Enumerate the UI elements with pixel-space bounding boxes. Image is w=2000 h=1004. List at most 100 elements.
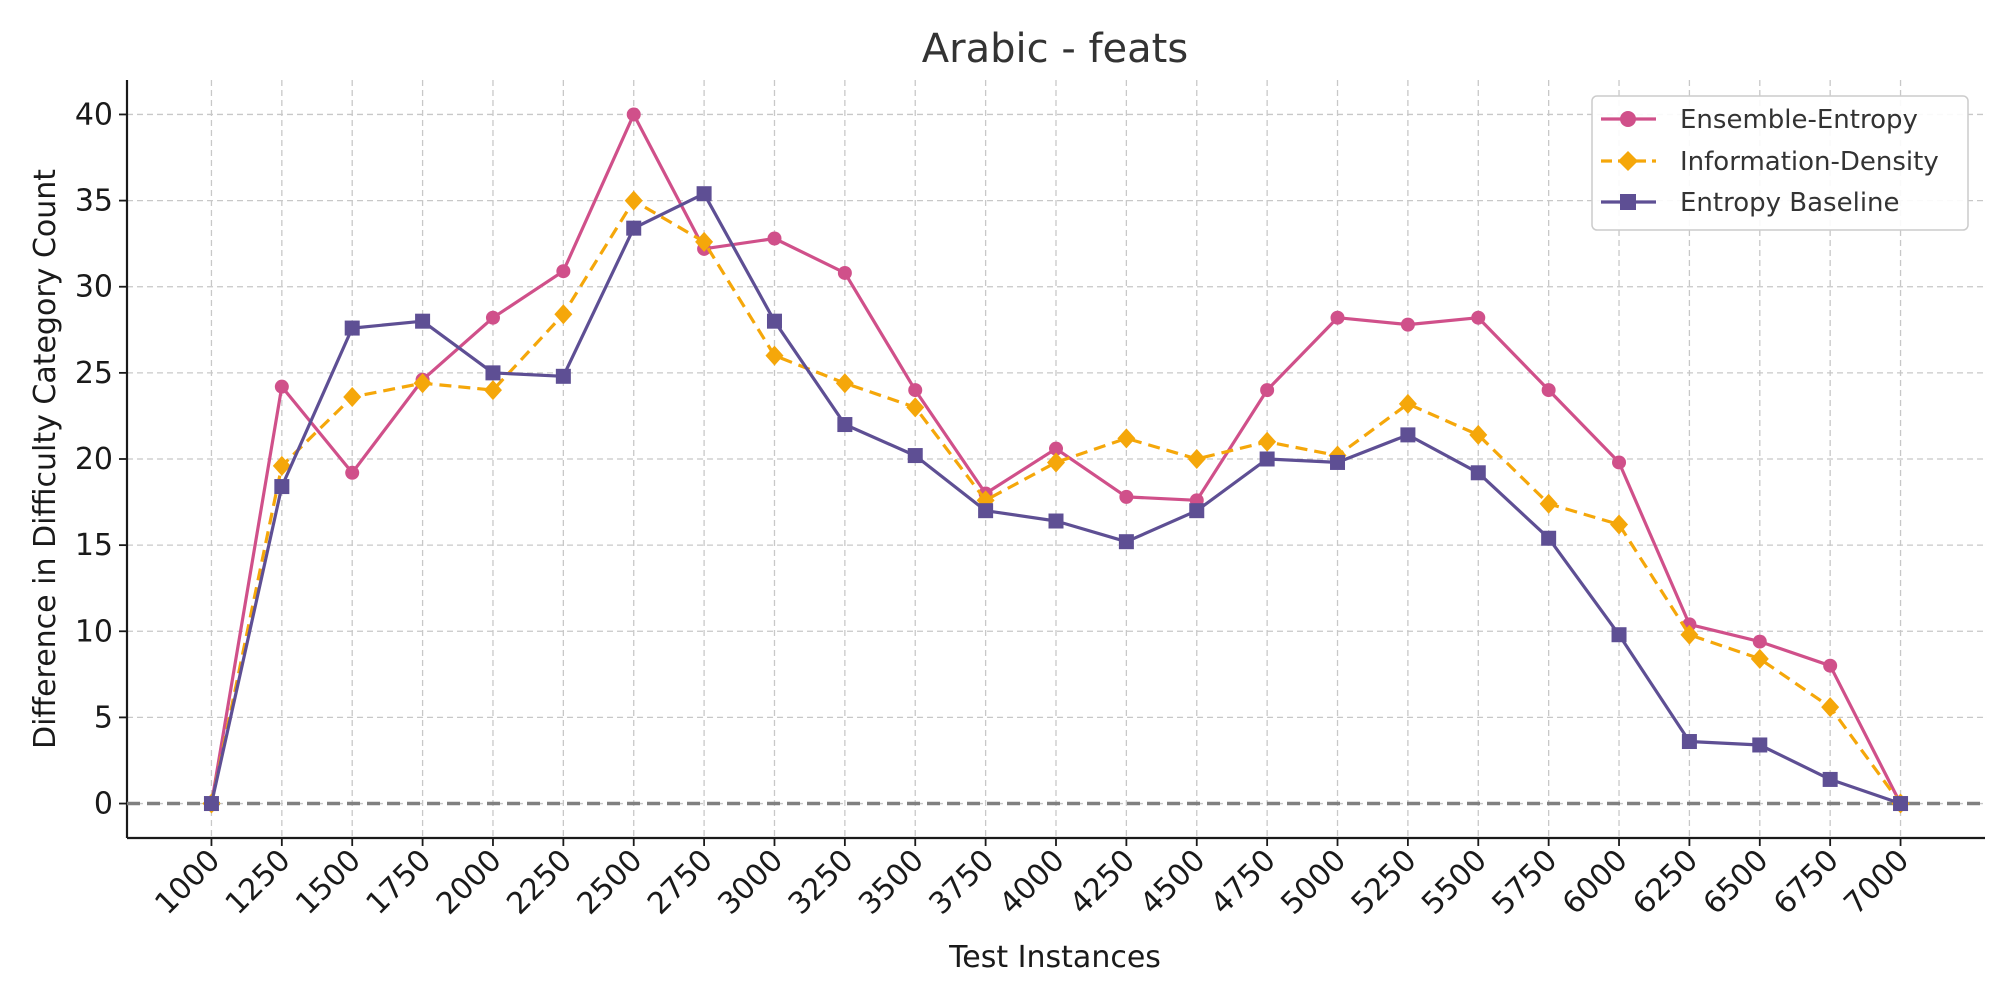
data-point xyxy=(835,373,854,394)
data-point xyxy=(1611,627,1627,643)
chart-title: Arabic - feats xyxy=(922,26,1188,72)
x-tick-label: 4500 xyxy=(1134,843,1213,922)
data-point xyxy=(272,455,291,476)
x-tick-label: 2500 xyxy=(571,843,650,922)
legend-entry-entropy-baseline: Entropy Baseline xyxy=(1601,188,1900,218)
data-point xyxy=(626,107,641,122)
grid xyxy=(127,80,1985,838)
data-point xyxy=(1471,310,1486,325)
x-tick-label: 4000 xyxy=(993,843,1072,922)
data-point xyxy=(1117,428,1136,449)
data-point xyxy=(1681,734,1697,750)
series-entropy-baseline xyxy=(203,186,1909,812)
data-point xyxy=(1541,530,1557,546)
y-axis-label: Difference in Difficulty Category Count xyxy=(28,169,63,749)
data-point xyxy=(1469,424,1488,445)
data-point xyxy=(1539,493,1558,514)
data-point xyxy=(203,796,219,812)
y-tick-label: 30 xyxy=(75,270,113,305)
data-point xyxy=(626,220,642,236)
legend-marker-ensemble-entropy xyxy=(1620,111,1636,127)
x-tick-label: 4750 xyxy=(1204,843,1283,922)
y-tick-label: 35 xyxy=(75,184,113,219)
data-point xyxy=(554,304,573,325)
x-tick-label: 1750 xyxy=(360,843,439,922)
x-tick-label: 7000 xyxy=(1837,843,1916,922)
x-tick-label: 6500 xyxy=(1697,843,1776,922)
y-tick-label: 15 xyxy=(75,528,113,563)
legend-marker-information-density xyxy=(1618,151,1638,171)
y-tick-label: 5 xyxy=(94,700,113,735)
data-point xyxy=(485,365,501,381)
data-point xyxy=(1330,454,1346,470)
data-point xyxy=(1258,431,1277,452)
data-point xyxy=(1612,455,1627,470)
x-tick-label: 1000 xyxy=(148,843,227,922)
y-tick-label: 20 xyxy=(75,442,113,477)
data-point xyxy=(1750,648,1769,669)
data-point xyxy=(624,190,643,211)
data-point xyxy=(483,380,502,401)
data-point xyxy=(906,397,925,418)
data-point xyxy=(415,313,431,329)
data-point xyxy=(1119,489,1134,504)
x-tick-label: 2250 xyxy=(500,843,579,922)
data-point xyxy=(1048,513,1064,529)
x-tick-label: 2750 xyxy=(641,843,720,922)
data-point xyxy=(1752,737,1768,753)
data-point xyxy=(1893,796,1909,812)
data-point xyxy=(555,368,571,384)
legend-entry-information-density: Information-Density xyxy=(1601,147,1939,177)
x-tick-label: 1250 xyxy=(219,843,298,922)
data-point xyxy=(696,186,712,202)
legend-marker-entropy-baseline xyxy=(1620,194,1636,210)
data-point xyxy=(1118,534,1134,550)
data-point xyxy=(837,417,853,433)
legend-label-entropy-baseline: Entropy Baseline xyxy=(1680,188,1900,218)
data-point xyxy=(1752,634,1767,649)
x-tick-label: 5250 xyxy=(1345,843,1424,922)
legend-box xyxy=(1591,95,1969,231)
x-tick-label: 6250 xyxy=(1626,843,1705,922)
x-ticks: 1000125015001750200022502500275030003250… xyxy=(148,838,1916,922)
data-point xyxy=(344,320,360,336)
data-point xyxy=(765,345,784,366)
x-tick-label: 5750 xyxy=(1486,843,1565,922)
series-group xyxy=(202,107,1910,814)
data-point xyxy=(978,503,994,519)
data-point xyxy=(1189,503,1205,519)
data-point xyxy=(413,373,432,394)
data-point xyxy=(1400,317,1415,332)
data-point xyxy=(1047,452,1065,473)
data-point xyxy=(1259,451,1275,467)
data-point xyxy=(1398,393,1417,414)
data-point xyxy=(1400,427,1416,443)
legend-label-information-density: Information-Density xyxy=(1680,147,1939,177)
data-point xyxy=(1260,383,1275,398)
data-point xyxy=(1823,658,1838,673)
x-tick-label: 3500 xyxy=(852,843,931,922)
x-tick-label: 6750 xyxy=(1767,843,1846,922)
x-axis-label: Test Instances xyxy=(948,940,1161,975)
data-point xyxy=(695,231,714,252)
x-tick-label: 3750 xyxy=(923,843,1002,922)
y-ticks: 0 5 10 15 20 25 30 35 40 xyxy=(75,97,127,822)
y-tick-label: 0 xyxy=(94,787,113,822)
x-tick-label: 3000 xyxy=(711,843,790,922)
x-tick-label: 5500 xyxy=(1415,843,1494,922)
x-tick-label: 5000 xyxy=(1274,843,1353,922)
data-point xyxy=(1822,771,1838,787)
data-point xyxy=(556,264,571,279)
x-tick-label: 6000 xyxy=(1556,843,1635,922)
legend-entry-ensemble-entropy: Ensemble-Entropy xyxy=(1601,105,1918,135)
data-point xyxy=(1541,383,1556,398)
data-point xyxy=(1049,441,1063,456)
data-point xyxy=(766,313,782,329)
x-tick-label: 1500 xyxy=(289,843,368,922)
data-point xyxy=(1330,310,1345,325)
data-point xyxy=(343,386,362,407)
data-point xyxy=(1187,449,1206,469)
legend: Ensemble-Entropy Information-Density Ent… xyxy=(1591,95,1969,231)
y-tick-label: 40 xyxy=(75,97,113,132)
